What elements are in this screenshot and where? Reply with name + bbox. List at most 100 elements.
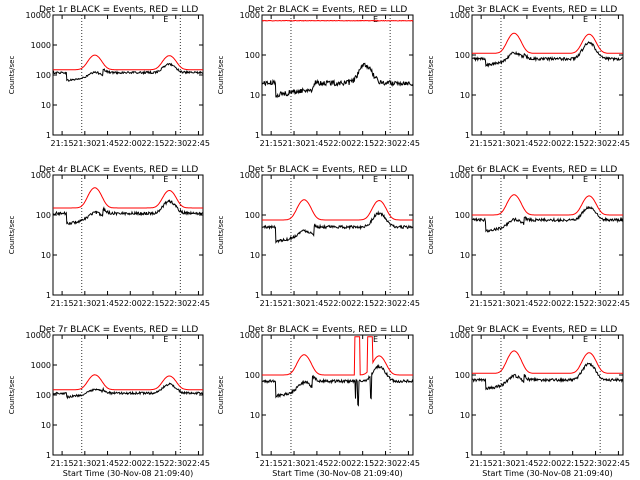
y-axis-label: Counts/sec	[8, 56, 16, 95]
marker-label: E	[583, 175, 588, 184]
y-tick-label: 10	[41, 101, 51, 110]
y-axis-label: Counts/sec	[8, 216, 16, 255]
lld-series-line	[262, 199, 413, 221]
lld-series-line	[261, 19, 414, 22]
y-tick-label: 1	[465, 291, 470, 300]
x-tick-label: 22:45	[607, 139, 630, 148]
plot-frame	[471, 14, 624, 136]
lld-series-line	[262, 336, 413, 376]
lld-series-line	[472, 350, 623, 374]
y-axis-label: Counts/sec	[427, 56, 435, 95]
x-tick-label: 22:45	[397, 139, 420, 148]
x-tick-label: 21:30	[282, 299, 305, 308]
lld-series-line	[472, 32, 623, 54]
y-axis-label: Counts/sec	[427, 376, 435, 415]
y-tick-label: 1	[46, 131, 51, 140]
x-tick-label: 22:15	[561, 459, 584, 468]
y-tick-label: 100	[455, 371, 470, 380]
panel-title: Det 6r BLACK = Events, RED = LLD	[458, 165, 617, 175]
plot-frame	[471, 334, 624, 456]
x-tick-label: 22:30	[584, 459, 607, 468]
panel-title: Det 8r BLACK = Events, RED = LLD	[248, 325, 407, 335]
events-series-line	[261, 210, 414, 244]
x-tick-label: 22:30	[374, 139, 397, 148]
plot-frame	[261, 14, 414, 136]
y-tick-label: 1	[46, 451, 51, 460]
x-tick-label: 22:30	[164, 459, 187, 468]
y-tick-label: 100	[245, 51, 260, 60]
x-tick-label: 22:00	[538, 139, 561, 148]
y-tick-label: 10000	[26, 11, 51, 20]
y-tick-label: 10	[460, 91, 470, 100]
y-axis-label: Counts/sec	[217, 376, 225, 415]
x-tick-label: 22:00	[328, 459, 351, 468]
x-tick-label: 21:30	[73, 299, 96, 308]
x-tick-label: 21:15	[470, 139, 493, 148]
x-tick-label: 22:30	[164, 299, 187, 308]
y-tick-label: 1000	[31, 361, 51, 370]
y-tick-label: 100	[455, 51, 470, 60]
y-tick-label: 10	[41, 251, 51, 260]
x-tick-label: 21:45	[515, 139, 538, 148]
x-tick-label: 22:45	[187, 299, 210, 308]
x-tick-label: 21:30	[492, 299, 515, 308]
marker-label: E	[583, 335, 588, 344]
x-tick-label: 21:15	[260, 139, 283, 148]
x-tick-label: 22:15	[141, 459, 164, 468]
y-tick-label: 100	[245, 211, 260, 220]
x-tick-label: 21:30	[282, 459, 305, 468]
x-tick-label: 22:00	[328, 139, 351, 148]
x-tick-label: 22:30	[584, 139, 607, 148]
x-tick-label: 22:45	[187, 139, 210, 148]
events-series-line	[261, 62, 414, 99]
panel-title: Det 5r BLACK = Events, RED = LLD	[248, 165, 407, 175]
marker-label: E	[163, 175, 168, 184]
x-tick-label: 21:45	[96, 299, 119, 308]
events-series-line	[471, 41, 624, 68]
marker-label: E	[373, 175, 378, 184]
x-tick-label: 22:45	[397, 299, 420, 308]
x-tick-label: 21:15	[260, 459, 283, 468]
y-tick-label: 100	[36, 391, 51, 400]
y-tick-label: 10	[250, 411, 260, 420]
y-tick-label: 1	[465, 131, 470, 140]
y-tick-label: 100	[245, 371, 260, 380]
events-series-line	[471, 362, 624, 391]
x-tick-label: 21:30	[282, 139, 305, 148]
x-tick-label: 21:15	[51, 139, 74, 148]
y-tick-label: 10	[41, 421, 51, 430]
x-tick-label: 22:15	[351, 459, 374, 468]
panel-title: Det 2r BLACK = Events, RED = LLD	[248, 5, 407, 15]
x-tick-label: 21:15	[51, 459, 74, 468]
x-tick-label: 22:15	[141, 299, 164, 308]
x-tick-label: 22:15	[351, 139, 374, 148]
x-tick-label: 22:15	[141, 139, 164, 148]
panel-title: Det 7r BLACK = Events, RED = LLD	[39, 325, 198, 335]
panel-title: Det 1r BLACK = Events, RED = LLD	[39, 5, 198, 15]
lld-series-line	[53, 374, 203, 391]
y-tick-label: 1000	[450, 11, 470, 20]
x-tick-label: 21:15	[470, 299, 493, 308]
y-axis-label: Counts/sec	[8, 376, 16, 415]
events-series-line	[52, 199, 204, 226]
x-tick-label: 21:30	[492, 459, 515, 468]
plot-frame	[52, 174, 204, 296]
events-series-line	[52, 382, 204, 400]
y-tick-label: 1	[255, 131, 260, 140]
y-tick-label: 1	[255, 451, 260, 460]
marker-label: E	[163, 335, 168, 344]
x-tick-label: 22:45	[607, 299, 630, 308]
x-tick-label: 21:15	[260, 299, 283, 308]
y-tick-label: 10	[460, 251, 470, 260]
y-tick-label: 1000	[31, 41, 51, 50]
y-tick-label: 1000	[31, 171, 51, 180]
lld-series-line	[53, 54, 203, 71]
y-tick-label: 1000	[240, 331, 260, 340]
x-tick-label: 22:15	[351, 299, 374, 308]
